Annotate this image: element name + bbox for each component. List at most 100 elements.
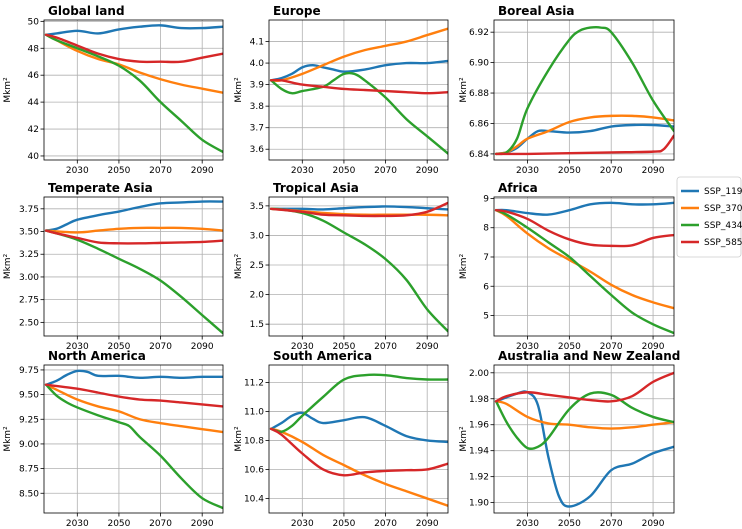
y-tick-label: 3.9 [250,81,265,91]
series-group [269,373,448,507]
series-line-ssp-370 [269,427,448,507]
y-tick-label: 9.75 [19,366,39,376]
y-tick-label: 48 [28,44,40,54]
y-tick-label: 2.75 [19,296,39,306]
x-tick-label: 2090 [642,519,665,529]
y-tick-label: 44 [28,98,40,108]
series-line-ssp-434 [494,208,674,335]
y-tick-label: 2.0 [250,291,265,301]
series-line-ssp-119 [269,59,448,82]
series-line-ssp-434 [269,373,448,433]
y-axis-label: Mkm² [234,426,244,452]
y-tick-label: 4.1 [250,38,264,48]
panel-boreal-asia: 2030 2050 2070 2090 6.84 6.86 6.88 6.90 6.92 Mkm²… [459,4,675,176]
y-tick-label: 1.92 [469,473,489,483]
series-line-ssp-434 [44,229,223,335]
y-tick-label: 2.5 [250,261,264,271]
x-tick-label: 2090 [642,342,665,352]
x-tick-label: 2050 [107,519,130,529]
series-group [494,371,674,508]
y-tick-label: 46 [28,71,40,81]
x-tick-label: 2090 [191,166,214,176]
series-line-ssp-585 [494,134,674,156]
grid [269,197,448,336]
y-tick-label: 8.75 [19,465,39,475]
x-tick-label: 2070 [149,342,172,352]
x-tick-label: 2050 [107,342,130,352]
y-tick-label: 9.00 [19,440,39,450]
legend-label-ssp-585: SSP_585 [704,238,742,248]
y-tick-label: 3.6 [250,145,265,155]
series-line-ssp-119 [494,123,674,156]
panel-title: Boreal Asia [498,4,574,18]
axes-frame [268,19,449,161]
x-tick-label: 2050 [107,166,130,176]
y-tick-label: 10.6 [244,465,264,475]
y-axis-label: Mkm² [234,253,244,279]
y-tick-label: 3.25 [19,250,39,260]
y-tick-label: 3.5 [250,202,264,212]
series-line-ssp-370 [269,27,448,82]
panel-africa: 2030 2050 2070 2090 5 6 7 8 9 Mkm² Africa [459,181,675,352]
y-axis-label: Mkm² [234,77,244,103]
y-tick-label: 9.25 [19,415,39,425]
series-line-ssp-585 [44,229,223,245]
series-line-ssp-585 [269,78,448,95]
y-tick-label: 10.8 [244,436,264,446]
panel-tropical-asia: 2030 2050 2070 2090 1.5 2.0 2.5 3.0 3.5 Mkm² Tropi… [234,181,449,352]
x-tick-label: 2070 [374,342,397,352]
x-tick-label: 2070 [600,519,623,529]
grid [44,20,223,160]
axes-frame [493,196,675,337]
y-tick-label: 11.0 [244,407,264,417]
y-tick-label: 2.00 [469,369,489,379]
series-group [44,24,223,154]
series-line-ssp-585 [44,33,223,64]
x-tick-label: 2050 [558,519,581,529]
x-tick-label: 2030 [66,342,89,352]
series-line-ssp-434 [269,207,448,333]
y-tick-label: 3.8 [250,102,265,112]
y-tick-label: 9.50 [19,391,39,401]
panel-title: Europe [273,4,321,18]
series-line-ssp-434 [494,391,674,450]
y-tick-label: 50 [28,17,40,27]
axes-frame [493,364,675,514]
y-tick-label: 10.4 [244,494,264,504]
panel-south-america: 2030 2050 2070 2090 10.4 10.6 10.8 11.0 11.2 Mkm²… [234,349,449,529]
y-tick-label: 40 [28,152,40,162]
series-group [44,200,223,335]
x-tick-label: 2090 [191,519,214,529]
x-tick-label: 2030 [291,166,314,176]
panel-australia-and-new-zealand: 2030 2050 2070 2090 1.90 1.92 1.94 1.96 1.98 2.00… [459,349,680,529]
series-line-ssp-434 [44,383,223,510]
panel-europe: 2030 2050 2070 2090 3.6 3.7 3.8 3.9 4.0 4.1 Mkm² Eu… [234,4,449,176]
series-line-ssp-585 [269,427,448,477]
legend-label-ssp-370: SSP_370 [704,204,742,214]
y-tick-label: 3.50 [19,228,39,238]
series-line-ssp-434 [269,71,448,155]
panel-north-america: 2030 2050 2070 2090 8.50 8.75 9.00 9.25 9.50 9.75… [3,349,224,529]
panel-title: South America [273,349,372,363]
x-tick-label: 2050 [332,342,355,352]
panel-title: Africa [498,181,538,195]
series-line-ssp-370 [494,400,674,430]
series-line-ssp-119 [494,390,674,508]
series-line-ssp-370 [494,114,674,156]
x-tick-label: 2090 [416,519,439,529]
x-tick-label: 2030 [66,519,89,529]
axes-frame [43,196,224,337]
series-line-ssp-370 [44,383,223,434]
y-tick-label: 6.86 [469,119,489,129]
y-tick-label: 11.2 [244,378,264,388]
series-line-ssp-119 [269,411,448,444]
x-tick-label: 2070 [374,519,397,529]
series-group [494,201,674,335]
x-tick-label: 2050 [558,342,581,352]
grid [494,197,674,336]
x-tick-label: 2070 [149,519,172,529]
y-tick-label: 5 [483,312,489,322]
series-line-ssp-370 [44,33,223,94]
x-tick-label: 2050 [332,166,355,176]
series-line-ssp-585 [494,371,674,403]
